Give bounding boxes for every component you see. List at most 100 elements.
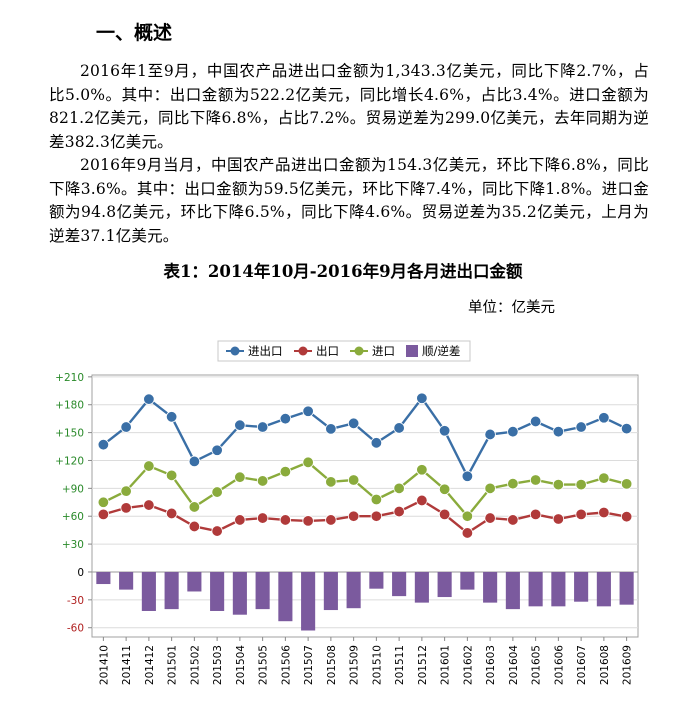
x-tick-label: 201605 xyxy=(531,645,543,685)
point-import xyxy=(211,486,223,498)
x-tick-label: 201507 xyxy=(303,645,315,685)
bar-balance xyxy=(392,571,407,597)
point-total xyxy=(256,421,269,433)
point-export xyxy=(416,494,428,507)
legend-marker-2 xyxy=(354,346,364,356)
paragraph-month-summary: 2016年9月当月，中国农产品进出口金额为154.3亿美元，环比下降6.8%，同… xyxy=(49,156,649,245)
point-import xyxy=(416,464,428,476)
point-export xyxy=(347,510,360,522)
x-tick-label: 201505 xyxy=(258,645,270,685)
point-export xyxy=(598,506,610,519)
point-total xyxy=(120,421,132,433)
y-tick-label: +30 xyxy=(62,539,84,551)
point-import xyxy=(165,469,178,482)
point-total xyxy=(143,393,155,405)
x-tick-label: 201410 xyxy=(98,645,110,685)
x-tick-label: 201502 xyxy=(189,645,201,685)
point-export xyxy=(188,520,201,533)
bar-balance xyxy=(505,571,520,610)
x-tick-label: 201503 xyxy=(212,645,224,685)
bar-balance xyxy=(141,571,156,611)
bar-balance xyxy=(460,571,475,590)
x-tick-label: 201411 xyxy=(121,645,133,685)
bar-balance xyxy=(164,571,179,610)
section-heading: 一、概述 xyxy=(96,22,173,44)
point-total xyxy=(484,428,496,441)
point-import xyxy=(302,456,314,469)
point-export xyxy=(256,512,269,524)
bar-balance xyxy=(119,571,134,590)
y-tick-label: +150 xyxy=(55,428,84,440)
point-export xyxy=(325,514,337,526)
x-tick-label: 201412 xyxy=(144,645,156,685)
point-total xyxy=(575,421,587,433)
point-import xyxy=(393,482,405,495)
point-import xyxy=(256,475,269,487)
bar-balance xyxy=(232,571,247,615)
y-tick-label: 0 xyxy=(77,567,84,579)
legend-label-0: 进出口 xyxy=(248,344,283,358)
y-tick-label: +210 xyxy=(55,372,84,384)
legend-label-2: 进口 xyxy=(372,344,395,358)
bar-balance xyxy=(528,571,543,607)
point-export xyxy=(211,525,223,537)
point-total xyxy=(302,405,314,417)
point-import xyxy=(188,501,201,513)
bar-balance xyxy=(301,571,316,631)
point-import xyxy=(347,474,360,486)
point-total xyxy=(529,415,542,428)
legend-marker-0 xyxy=(230,346,240,356)
y-tick-label: -30 xyxy=(67,595,84,607)
point-export xyxy=(529,508,542,521)
x-tick-label: 201509 xyxy=(349,645,361,685)
point-import xyxy=(234,471,246,483)
x-tick-label: 201603 xyxy=(485,645,497,685)
point-import xyxy=(507,478,519,490)
y-tick-label: +120 xyxy=(55,455,84,467)
point-total xyxy=(234,419,246,431)
point-import xyxy=(598,472,610,484)
x-tick-label: 201602 xyxy=(462,645,474,685)
y-tick-label: +90 xyxy=(62,483,84,495)
legend-label-3: 顺/逆差 xyxy=(422,344,460,358)
point-import xyxy=(484,482,496,495)
legend-marker-1 xyxy=(298,346,308,356)
bar-balance xyxy=(346,571,361,609)
x-tick-label: 201512 xyxy=(417,645,429,685)
point-import xyxy=(575,478,587,491)
point-export xyxy=(575,508,587,521)
table-caption: 表1：2014年10月-2016年9月各月进出口金额 xyxy=(163,262,523,281)
point-export xyxy=(552,513,565,525)
point-export xyxy=(507,514,519,526)
bar-balance xyxy=(574,571,589,602)
point-import xyxy=(279,465,292,478)
bar-balance xyxy=(551,571,566,607)
chart-svg: +210 +180 +150 +120 +90 +60 +30 0 -30 -60 201410 20… xyxy=(55,340,639,685)
bar-balance xyxy=(187,571,202,592)
legend-swatch-balance xyxy=(406,345,418,357)
point-import xyxy=(438,483,451,495)
point-import xyxy=(370,493,383,506)
x-tick-label: 201607 xyxy=(576,645,588,685)
unit-label: 单位：亿美元 xyxy=(468,300,555,316)
x-tick-label: 201608 xyxy=(599,645,611,685)
point-import xyxy=(552,478,565,491)
bar-balance xyxy=(369,571,384,589)
point-total xyxy=(279,412,292,425)
point-export xyxy=(302,515,314,527)
point-total xyxy=(97,438,110,451)
x-tick-label: 201601 xyxy=(440,645,452,685)
point-import xyxy=(620,478,633,490)
x-tick-label: 201501 xyxy=(167,645,179,685)
point-import xyxy=(461,510,474,522)
point-import xyxy=(325,476,337,488)
bar-balance xyxy=(596,571,611,607)
point-import xyxy=(529,474,542,486)
point-total xyxy=(620,422,633,435)
x-tick-label: 201504 xyxy=(235,645,247,685)
point-total xyxy=(507,425,519,438)
x-tick-label: 201604 xyxy=(508,645,520,685)
body-text: 2016年1至9月，中国农产品进出口金额为1,343.3亿美元，同比下降2.7%… xyxy=(49,60,649,248)
point-export xyxy=(97,508,110,521)
point-total xyxy=(438,425,451,437)
